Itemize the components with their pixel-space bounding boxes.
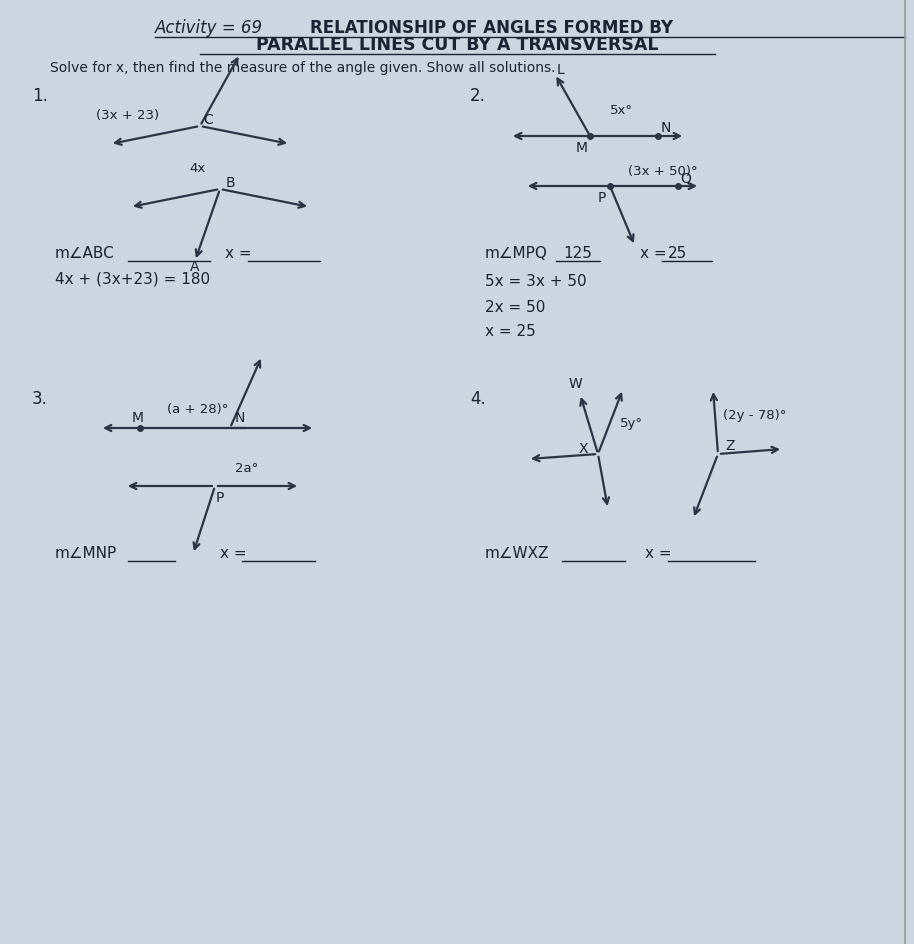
Text: B: B xyxy=(225,176,235,190)
Text: x = 25: x = 25 xyxy=(485,325,536,340)
Text: x =: x = xyxy=(220,547,247,562)
Text: 5x = 3x + 50: 5x = 3x + 50 xyxy=(485,275,587,290)
Text: (3x + 50)°: (3x + 50)° xyxy=(628,165,697,178)
Text: M: M xyxy=(576,141,588,155)
Text: 5x°: 5x° xyxy=(610,105,633,117)
Text: 3.: 3. xyxy=(32,390,48,408)
Text: 2x = 50: 2x = 50 xyxy=(485,299,546,314)
Text: 4.: 4. xyxy=(470,390,485,408)
Text: PARALLEL LINES CUT BY A TRANSVERSAL: PARALLEL LINES CUT BY A TRANSVERSAL xyxy=(256,36,658,54)
Text: (3x + 23): (3x + 23) xyxy=(97,110,160,123)
Text: (2y - 78)°: (2y - 78)° xyxy=(723,410,786,423)
Text: m∠ABC: m∠ABC xyxy=(55,246,115,261)
Text: Q: Q xyxy=(681,171,691,185)
Text: C: C xyxy=(203,113,213,127)
Text: A: A xyxy=(190,260,200,274)
Text: P: P xyxy=(216,491,224,505)
Text: (a + 28)°: (a + 28)° xyxy=(167,403,228,416)
Text: L: L xyxy=(556,63,564,77)
Text: 125: 125 xyxy=(563,246,592,261)
Text: P: P xyxy=(598,191,606,205)
Text: m∠MNP: m∠MNP xyxy=(55,547,117,562)
Text: x =: x = xyxy=(645,547,672,562)
Text: Solve for x, then find the measure of the angle given. Show all solutions.: Solve for x, then find the measure of th… xyxy=(50,61,556,75)
Text: 25: 25 xyxy=(668,246,687,261)
Text: Activity = 69: Activity = 69 xyxy=(155,19,263,37)
Text: W: W xyxy=(569,377,582,391)
Text: 2a°: 2a° xyxy=(235,462,259,475)
Text: N: N xyxy=(661,121,671,135)
Text: 5y°: 5y° xyxy=(620,417,643,430)
Text: 4x: 4x xyxy=(190,162,207,176)
Text: 1.: 1. xyxy=(32,87,48,105)
Text: RELATIONSHIP OF ANGLES FORMED BY: RELATIONSHIP OF ANGLES FORMED BY xyxy=(310,19,673,37)
Text: X: X xyxy=(579,442,588,456)
Text: m∠WXZ: m∠WXZ xyxy=(485,547,549,562)
Text: m∠MPQ: m∠MPQ xyxy=(485,246,547,261)
Text: x =: x = xyxy=(640,246,666,261)
Text: x =: x = xyxy=(225,246,251,261)
Text: Z: Z xyxy=(725,439,735,453)
Text: 4x + (3x+23) = 180: 4x + (3x+23) = 180 xyxy=(55,272,210,286)
Text: 2.: 2. xyxy=(470,87,486,105)
Text: N: N xyxy=(235,411,245,425)
Text: M: M xyxy=(132,411,144,425)
